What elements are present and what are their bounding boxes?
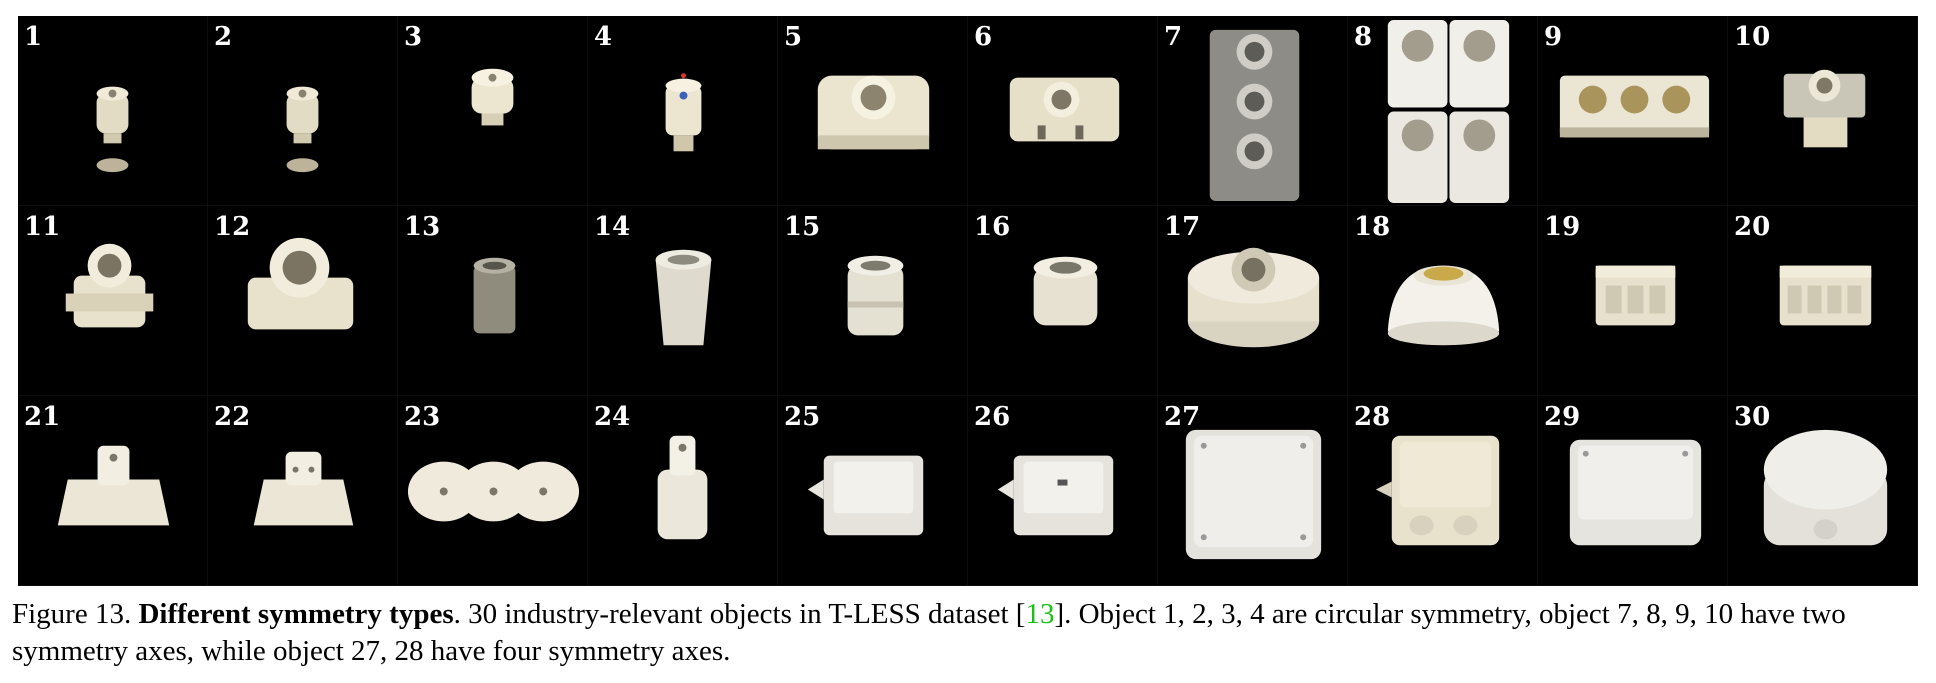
object-panel-4: 4 — [588, 16, 778, 206]
object-panel-30: 30 — [1728, 396, 1918, 586]
object-image-18 — [1387, 265, 1500, 346]
caption-text-2: ]. Object 1, 2, 3, 4 are circular symmet… — [12, 598, 1846, 667]
object-panel-3: 3 — [398, 16, 588, 206]
object-panel-22: 22 — [208, 396, 398, 586]
object-panel-1: 1 — [18, 16, 208, 206]
citation-link[interactable]: 13 — [1025, 598, 1055, 630]
object-image-8 — [1387, 19, 1510, 204]
panel-number: 23 — [404, 402, 441, 432]
panel-number: 13 — [404, 212, 441, 242]
panel-number: 15 — [784, 212, 821, 242]
object-image-25 — [807, 455, 924, 536]
object-panel-16: 16 — [968, 206, 1158, 396]
object-panel-13: 13 — [398, 206, 588, 396]
object-image-1 — [96, 86, 129, 173]
panel-number: 20 — [1734, 212, 1771, 242]
object-image-10 — [1783, 69, 1866, 148]
caption-text-1: . 30 industry-relevant objects in T-LESS… — [453, 598, 1026, 630]
object-panel-12: 12 — [208, 206, 398, 396]
object-image-2 — [286, 86, 319, 173]
object-panel-23: 23 — [398, 396, 588, 586]
figure-caption: Figure 13. Different symmetry types. 30 … — [12, 596, 1924, 670]
object-image-22 — [253, 451, 354, 526]
panel-number: 8 — [1354, 22, 1373, 52]
object-panel-11: 11 — [18, 206, 208, 396]
object-panel-27: 27 — [1158, 396, 1348, 586]
panel-number: 19 — [1544, 212, 1581, 242]
object-panel-25: 25 — [778, 396, 968, 586]
object-image-29 — [1569, 439, 1702, 546]
object-panel-21: 21 — [18, 396, 208, 586]
panel-number: 9 — [1544, 22, 1563, 52]
object-image-15 — [847, 255, 904, 336]
panel-number: 4 — [594, 22, 613, 52]
object-image-30 — [1763, 429, 1888, 546]
panel-number: 29 — [1544, 402, 1581, 432]
panel-number: 3 — [404, 22, 423, 52]
object-image-17 — [1187, 247, 1320, 348]
object-panel-29: 29 — [1538, 396, 1728, 586]
panel-number: 30 — [1734, 402, 1771, 432]
object-panel-5: 5 — [778, 16, 968, 206]
object-panel-8: 8 — [1348, 16, 1538, 206]
object-panel-6: 6 — [968, 16, 1158, 206]
object-image-19 — [1595, 265, 1676, 326]
panel-number: 22 — [214, 402, 251, 432]
panel-number: 10 — [1734, 22, 1771, 52]
object-image-6 — [1009, 77, 1120, 142]
object-panel-9: 9 — [1538, 16, 1728, 206]
panel-number: 25 — [784, 402, 821, 432]
panel-number: 11 — [24, 212, 61, 242]
caption-bold-title: Different symmetry types — [138, 598, 454, 630]
object-image-16 — [1033, 256, 1098, 326]
panel-number: 16 — [974, 212, 1011, 242]
object-grid-figure: 1 2 3 4 5 6 7 8 9 10 11 12 13 14 15 16 17 18 19 20 21 22 23 24 2… — [18, 16, 1918, 586]
object-panel-26: 26 — [968, 396, 1158, 586]
object-image-24 — [657, 435, 708, 540]
object-image-27 — [1185, 429, 1322, 560]
panel-number: 18 — [1354, 212, 1391, 242]
panel-number: 12 — [214, 212, 251, 242]
object-panel-2: 2 — [208, 16, 398, 206]
object-image-9 — [1559, 75, 1710, 138]
object-image-3 — [471, 68, 514, 126]
object-panel-14: 14 — [588, 206, 778, 396]
panel-number: 27 — [1164, 402, 1201, 432]
object-panel-24: 24 — [588, 396, 778, 586]
object-panel-15: 15 — [778, 206, 968, 396]
object-image-28 — [1375, 435, 1500, 546]
object-image-21 — [57, 445, 170, 526]
object-image-5 — [817, 75, 930, 150]
object-panel-20: 20 — [1728, 206, 1918, 396]
object-image-13 — [473, 257, 516, 334]
panel-number: 2 — [214, 22, 233, 52]
object-panel-17: 17 — [1158, 206, 1348, 396]
object-image-20 — [1779, 265, 1872, 326]
object-image-14 — [655, 249, 712, 346]
panel-number: 5 — [784, 22, 803, 52]
object-image-4 — [665, 73, 702, 152]
object-image-23 — [407, 461, 580, 522]
object-panel-7: 7 — [1158, 16, 1348, 206]
object-panel-19: 19 — [1538, 206, 1728, 396]
panel-number: 21 — [24, 402, 61, 432]
object-image-26 — [997, 455, 1114, 536]
panel-number: 1 — [24, 22, 43, 52]
panel-number: 26 — [974, 402, 1011, 432]
object-image-12 — [247, 237, 354, 330]
panel-number: 14 — [594, 212, 631, 242]
panel-number: 17 — [1164, 212, 1201, 242]
object-panel-10: 10 — [1728, 16, 1918, 206]
object-panel-28: 28 — [1348, 396, 1538, 586]
object-image-7 — [1209, 29, 1300, 202]
panel-number: 7 — [1164, 22, 1183, 52]
panel-number: 6 — [974, 22, 993, 52]
caption-label: Figure 13. — [12, 598, 132, 630]
panel-number: 24 — [594, 402, 631, 432]
panel-number: 28 — [1354, 402, 1391, 432]
object-panel-18: 18 — [1348, 206, 1538, 396]
object-image-11 — [65, 243, 154, 328]
